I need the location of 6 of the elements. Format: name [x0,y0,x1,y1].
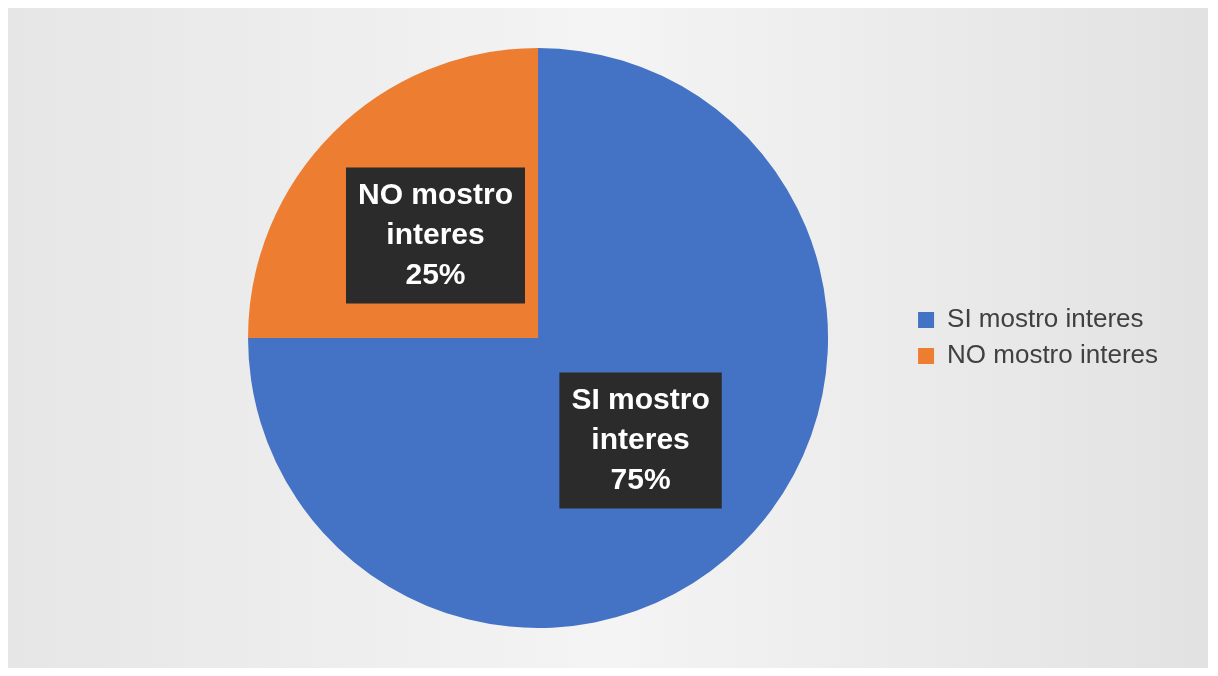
slice-label: NO mostro interes [357,176,513,250]
legend-label: NO mostro interes [947,339,1159,370]
data-label: 75% [610,461,671,495]
legend-label: SI mostro interes [947,303,1144,334]
data-label: 25% [405,256,466,290]
slice-label: SI mostro interes [571,381,710,455]
